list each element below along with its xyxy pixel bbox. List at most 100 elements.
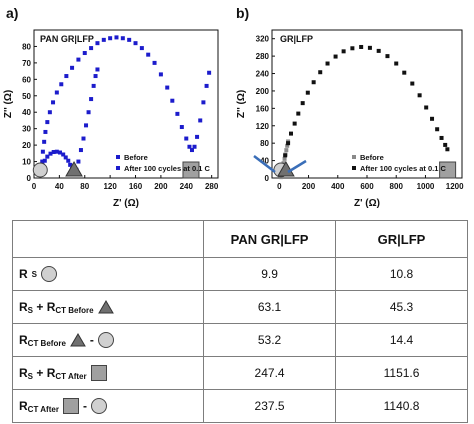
series-1-point [47,110,52,115]
panel-b-y-axis-label: Z'' (Ω) [236,90,247,118]
minus-sign: - [89,333,94,347]
series-1-point [59,82,64,87]
series-1-point [120,36,125,41]
series-1-point [40,159,45,164]
series-1-point [146,52,151,57]
x-tick-label: 240 [180,182,194,191]
value-pan-gr-lfp: 237.5 [203,389,337,423]
label-r: R [19,267,28,281]
row-label: RS + RCT Before [11,290,205,324]
legend-a-swatch-after [116,166,120,170]
series-1-point [435,127,440,132]
series-0-point [54,149,59,154]
panel-b-legend: Before After 100 cycles at 0.1 C [352,153,446,173]
series-1-point [76,57,81,62]
circle-marker-icon [32,162,48,178]
series-1-point [283,153,288,158]
series-1-point [296,111,301,116]
series-1-point [192,144,197,149]
label-sub: CT After [27,404,59,414]
value-gr-lfp: 10.8 [335,257,468,291]
label-r: R [19,398,28,413]
panel-b-y-ticks: 0 40 80 120 160 200 240 280 320 [256,35,275,183]
series-1-point [189,148,194,153]
value-pan-gr-lfp: 63.1 [203,290,337,324]
series-1-point [201,100,206,105]
series-0-point [91,83,96,88]
table-row: RCT Before - 53.2 14.4 [11,323,468,357]
panel-b-title: GR|LFP [280,34,313,44]
panel-a-points [39,35,212,176]
series-1-point [101,37,106,42]
series-0-point [68,162,73,167]
series-1-point [300,101,305,106]
legend-b-before: Before [360,153,384,162]
panel-a-legend: Before After 100 cycles at 0.1 C [116,153,210,173]
series-0-point [76,159,81,164]
series-1-point [289,131,293,136]
panel-a-markers [32,160,200,179]
series-1-point [108,36,113,41]
y-tick-label: 80 [260,139,269,148]
x-tick-label: 800 [390,182,404,191]
series-1-point [54,90,59,95]
panel-b-arrow-triangle [287,159,307,174]
minus-sign: - [82,399,87,413]
y-tick-label: 40 [260,157,269,166]
panel-b-x-axis-label: Z' (Ω) [354,198,380,209]
y-tick-label: 20 [22,141,31,150]
label-sub2: CT After [55,371,87,381]
panel-b: b) GR|LFP 0 200 400 600 800 1000 1200 0 40 80 120… [236,5,464,209]
panel-a-y-ticks: 0 10 20 30 40 50 60 70 80 [22,42,37,183]
panel-b-x-ticks: 0 200 400 600 800 1000 1200 [277,175,464,191]
series-1-point [394,61,399,66]
series-1-point [198,118,203,123]
series-1-point [170,98,175,103]
circle-icon [97,332,114,348]
row-label: RCT After - [11,389,205,423]
series-1-point [376,48,381,53]
header-gr-lfp: GR|LFP [335,220,468,258]
label-r: R [19,299,28,314]
header-empty [11,220,205,258]
legend-b-after: After 100 cycles at 0.1 C [360,164,446,173]
series-1-point [70,65,75,70]
series-0-point [93,74,98,79]
x-tick-label: 200 [154,182,168,191]
series-1-point [359,44,364,49]
series-1-point [175,111,180,116]
y-tick-label: 10 [22,158,31,167]
series-1-point [385,54,390,59]
triangle-icon [97,300,114,314]
y-tick-label: 70 [22,59,31,68]
circle-icon [41,266,58,282]
triangle-marker-icon [65,160,83,177]
charts-area: a) PAN GR|LFP 0 40 80 120 160 200 240 280 01020… [3,5,464,209]
y-tick-label: 160 [256,104,270,113]
value-gr-lfp: 1151.6 [335,356,468,390]
x-tick-label: 160 [129,182,143,191]
series-0-point [86,110,91,115]
x-tick-label: 0 [277,182,282,191]
series-1-point [430,116,435,121]
series-1-point [204,83,209,88]
series-0-point [42,158,47,163]
panel-a: a) PAN GR|LFP 0 40 80 120 160 200 240 280 0 10 20… [3,5,219,209]
series-1-point [410,81,415,86]
series-0-point [95,67,100,72]
series-0-point [58,150,63,155]
x-tick-label: 40 [55,182,64,191]
series-1-point [40,149,45,154]
table-row: RCT After - 237.5 1140.8 [11,389,468,423]
square-icon [90,365,107,381]
series-0-point [78,148,83,153]
x-tick-label: 120 [103,182,117,191]
triangle-icon [70,333,86,347]
series-1-point [325,61,330,66]
table-header-row: PAN GR|LFP GR|LFP [11,220,468,258]
legend-a-before: Before [124,153,148,162]
header-pan-gr-lfp: PAN GR|LFP [203,220,337,258]
panel-a-x-axis-label: Z' (Ω) [113,198,139,209]
